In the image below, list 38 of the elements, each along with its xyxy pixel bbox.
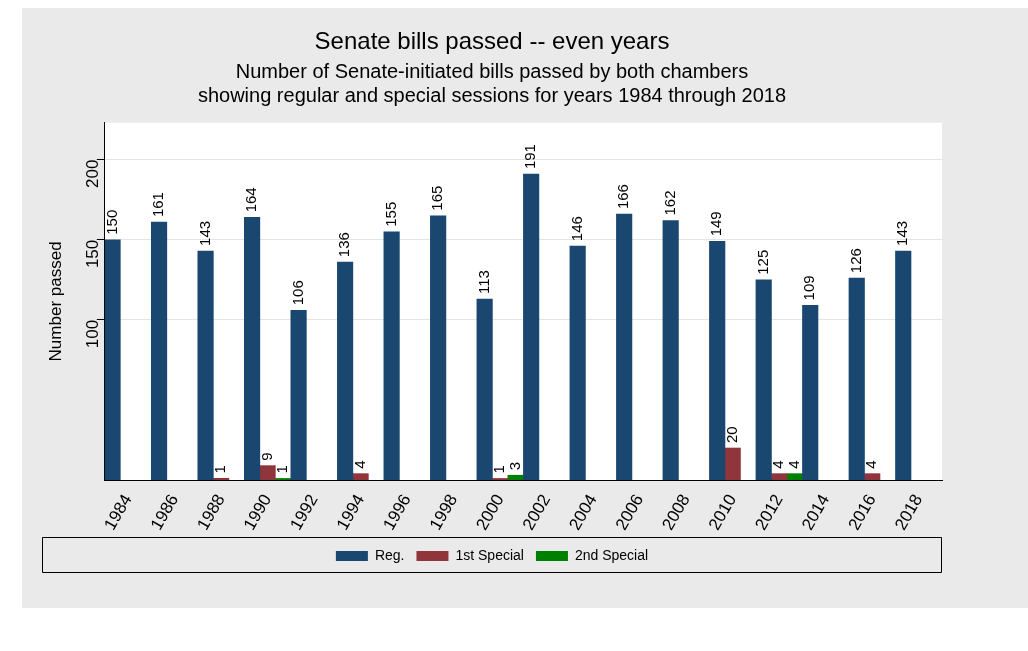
legend-label: Reg.: [374, 546, 405, 563]
legend-label: 2nd Special: [574, 546, 649, 563]
data-label: 1: [273, 465, 291, 474]
data-label: 9: [257, 452, 275, 461]
data-label: 1: [211, 465, 229, 474]
data-label: 161: [149, 192, 167, 218]
data-label: 126: [846, 248, 864, 274]
data-label: 109: [800, 275, 818, 301]
data-label: 155: [381, 201, 399, 227]
data-label: 149: [707, 211, 725, 237]
data-label: 4: [784, 460, 802, 469]
y-tick-label: 100: [83, 319, 103, 349]
data-label: 146: [567, 216, 585, 242]
y-axis-title: Number passed: [45, 241, 65, 362]
text: Number of Senate-initiated bills passed by both chambers: [235, 60, 749, 83]
y-tick-label: 200: [83, 159, 103, 189]
data-label: 150: [102, 209, 120, 235]
data-label: 113: [474, 270, 492, 295]
data-label: 1: [490, 465, 508, 474]
legend-label: 1st Special: [455, 546, 524, 563]
data-label: 165: [428, 185, 446, 211]
data-label: 162: [660, 190, 678, 216]
data-label: 136: [335, 232, 353, 258]
data-label: 143: [893, 220, 911, 246]
data-label: 125: [753, 249, 771, 275]
data-label: 4: [769, 460, 787, 469]
data-label: 143: [195, 220, 213, 246]
text: showing regular and special sessions for years 1984 through 2018: [197, 84, 787, 107]
data-label: 4: [350, 460, 368, 469]
data-label: 191: [521, 144, 539, 170]
data-label: 3: [505, 461, 523, 471]
data-label: 4: [862, 460, 880, 469]
chart-title: Senate bills passed -- even years: [314, 27, 670, 55]
data-label: 166: [614, 184, 632, 210]
y-tick-label: 150: [83, 239, 103, 269]
data-label: 106: [288, 280, 306, 306]
data-label: 164: [242, 187, 260, 213]
data-label: 20: [722, 426, 740, 444]
